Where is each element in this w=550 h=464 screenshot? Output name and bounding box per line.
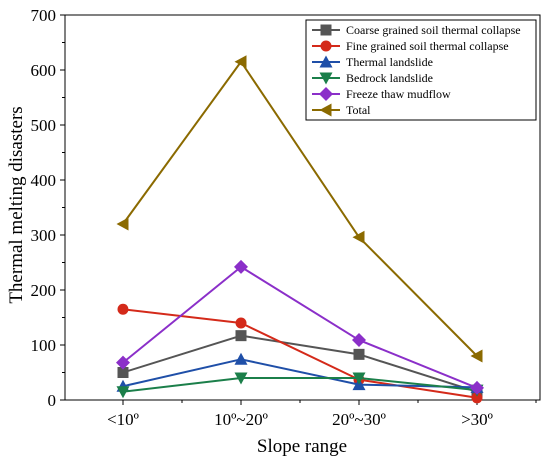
data-point [234,259,248,274]
x-tick-label: <10º [107,410,139,429]
data-point [116,217,129,231]
x-axis-label: Slope range [257,436,347,457]
legend-marker [319,103,332,117]
data-point [234,55,247,69]
data-point [117,303,129,315]
y-axis-label: Thermal melting disasters [6,106,27,303]
y-tick-label: 100 [31,336,57,355]
legend-marker [319,72,333,85]
data-point [470,349,483,363]
legend-box [305,19,537,121]
legend-label: Coarse grained soil thermal collapse [346,23,521,37]
series-line-3 [122,377,478,393]
data-point [352,333,366,348]
series-line-0 [122,334,478,393]
legend-label: Thermal landslide [346,55,433,69]
data-point [117,367,129,378]
y-tick-label: 400 [31,171,57,190]
series-line-2 [122,358,478,389]
legend-marker [319,87,333,101]
data-point [471,392,483,404]
legend-marker [320,24,332,36]
x-tick-label: 20º~30º [332,410,386,429]
y-tick-label: 500 [31,116,57,135]
data-point [116,386,130,399]
data-point [235,317,247,329]
y-tick-label: 0 [48,391,57,410]
legend-label: Total [346,103,371,117]
plot-area: 0 100 200 300 400 500 600 700 <10º 10º~20º 20º~30º… [31,6,541,429]
data-point [470,380,484,395]
legend-marker [320,40,332,52]
y-tick-label: 300 [31,226,57,245]
legend-label: Fine grained soil thermal collapse [346,39,509,53]
data-point [234,352,248,365]
y-tick-label: 600 [31,61,57,80]
legend-label: Bedrock landslide [346,71,433,85]
legend-marker [319,55,333,68]
data-point [352,230,365,244]
data-point [235,330,247,342]
data-point [234,372,248,385]
x-tick-label: >30º [461,410,493,429]
legend-label: Freeze thaw mudflow [346,87,451,101]
y-tick-label: 700 [31,6,57,25]
data-point [353,348,365,360]
x-tick-label: 10º~20º [214,410,268,429]
series-line-1 [122,308,478,399]
data-point [352,372,366,385]
data-point [116,355,130,370]
series-line-5 [122,60,478,357]
y-tick-label: 200 [31,281,57,300]
series-line-4 [122,265,478,389]
